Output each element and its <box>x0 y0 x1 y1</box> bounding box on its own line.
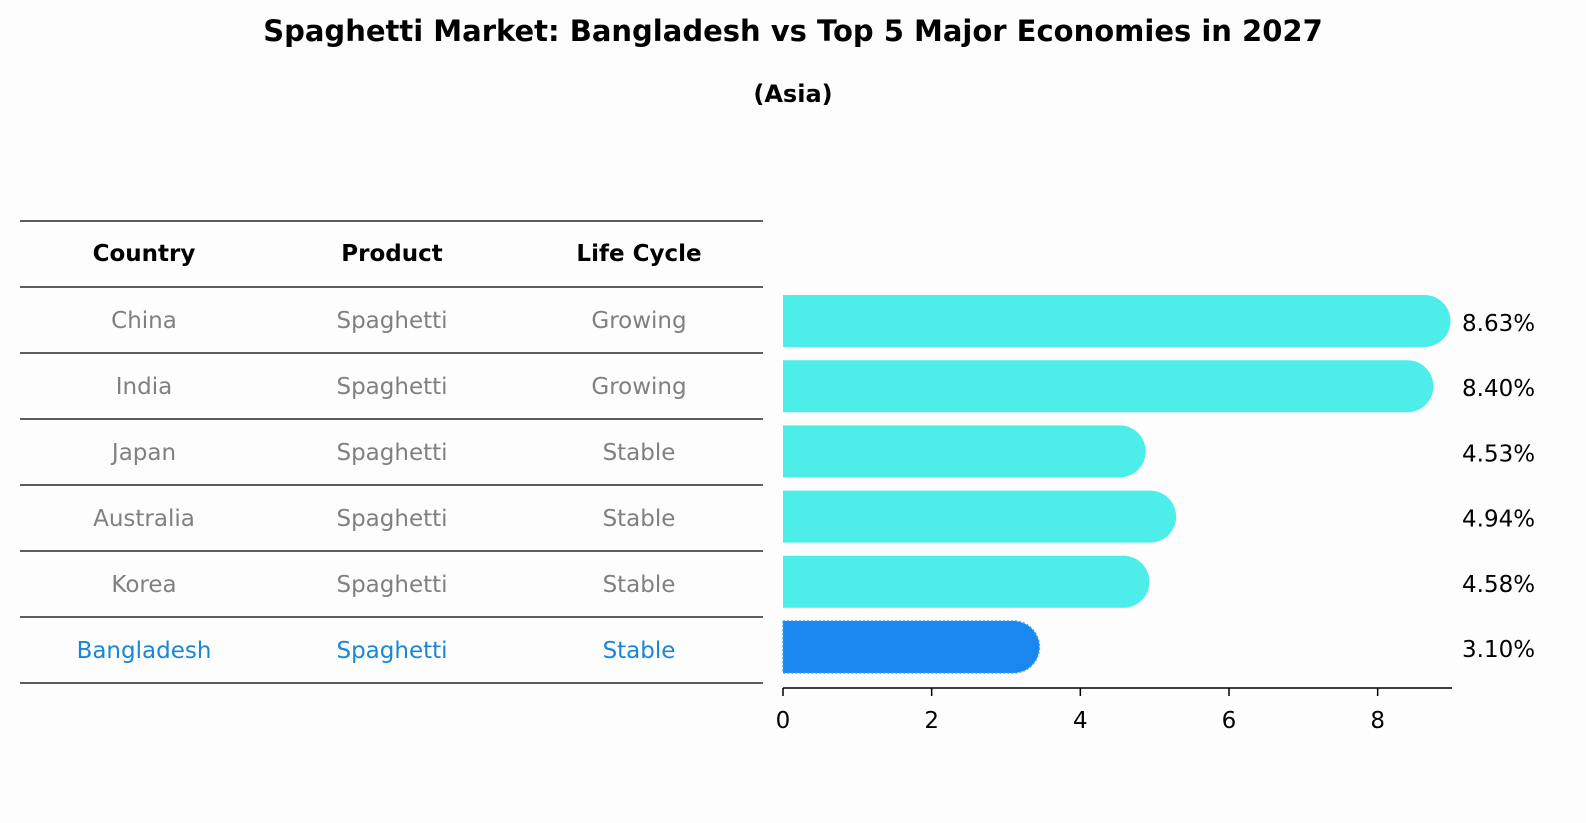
x-tick-label: 8 <box>1370 708 1385 734</box>
chart-subtitle: (Asia) <box>753 80 833 108</box>
bar-china <box>783 295 1451 347</box>
cell-product: Spaghetti <box>336 506 447 532</box>
value-label-china: 8.63% <box>1462 311 1535 337</box>
cell-life-cycle: Stable <box>603 440 676 466</box>
cell-life-cycle: Growing <box>591 308 686 334</box>
bar-japan <box>783 425 1146 478</box>
bar-korea <box>783 555 1150 608</box>
cell-product: Spaghetti <box>336 374 447 400</box>
cell-product: Spaghetti <box>336 638 447 664</box>
header-country: Country <box>93 241 196 267</box>
x-tick-label: 2 <box>924 708 939 734</box>
header-product: Product <box>341 241 442 267</box>
cell-country: Japan <box>110 440 176 466</box>
header-life-cycle: Life Cycle <box>576 241 701 267</box>
data-table: Country Product Life Cycle China Spaghetti Gr… <box>20 220 763 684</box>
cell-life-cycle: Stable <box>603 638 676 664</box>
bar-australia <box>783 490 1177 543</box>
cell-country: China <box>111 308 177 334</box>
cell-product: Spaghetti <box>336 308 447 334</box>
cell-product: Spaghetti <box>336 572 447 598</box>
cell-life-cycle: Stable <box>603 572 676 598</box>
value-label-japan: 4.53% <box>1462 441 1535 467</box>
x-tick-label: 0 <box>776 708 791 734</box>
value-label-bangladesh: 3.10% <box>1462 637 1535 663</box>
cell-life-cycle: Growing <box>591 374 686 400</box>
value-label-australia: 4.94% <box>1462 507 1535 533</box>
cell-country: Korea <box>111 572 176 598</box>
cell-country: Bangladesh <box>77 638 212 664</box>
x-tick-label: 6 <box>1222 708 1237 734</box>
cell-life-cycle: Stable <box>603 506 676 532</box>
cell-country: India <box>116 374 172 400</box>
value-label-india: 8.40% <box>1462 376 1535 402</box>
x-tick-label: 4 <box>1073 708 1088 734</box>
chart-title: Spaghetti Market: Bangladesh vs Top 5 Ma… <box>263 14 1323 48</box>
bar-india <box>783 360 1434 413</box>
value-label-korea: 4.58% <box>1462 572 1535 598</box>
cell-country: Australia <box>93 506 195 532</box>
cell-product: Spaghetti <box>336 440 447 466</box>
bar-bangladesh <box>782 620 1041 674</box>
table-svg: Country Product Life Cycle China Spaghetti Gr… <box>20 220 763 684</box>
